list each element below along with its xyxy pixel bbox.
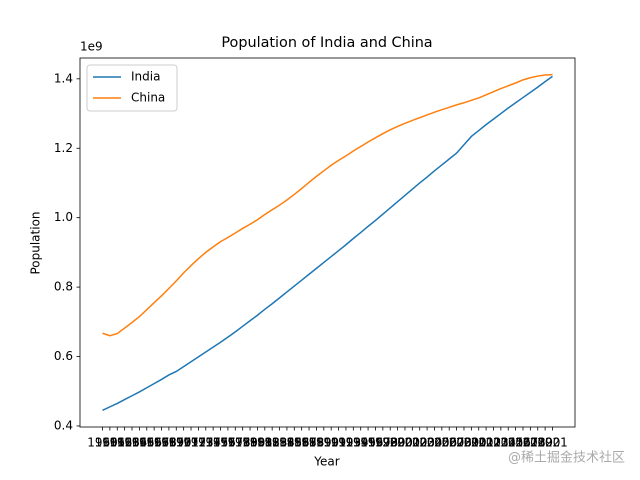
x-tick-label: 1970 — [161, 436, 192, 450]
x-tick-label: 1976 — [205, 436, 236, 450]
x-tick-label: 2015 — [493, 436, 524, 450]
x-tick-label: 2013 — [478, 436, 509, 450]
x-tick-label: 1978 — [220, 436, 251, 450]
x-tick-label: 2020 — [530, 436, 561, 450]
x-tick-label: 1990 — [309, 436, 340, 450]
x-tick-label: 1964 — [117, 436, 148, 450]
x-tick-label: 2014 — [486, 436, 517, 450]
x-tick-label: 1974 — [191, 436, 222, 450]
x-tick-label: 1975 — [198, 436, 229, 450]
x-tick-label: 2016 — [500, 436, 531, 450]
x-tick-label: 1998 — [368, 436, 399, 450]
y-tick-label: 0.4 — [54, 418, 73, 432]
x-tick-label: 1965 — [124, 436, 155, 450]
x-tick-label: 1997 — [360, 436, 391, 450]
x-tick-label: 1973 — [183, 436, 214, 450]
x-tick-label: 2005 — [419, 436, 450, 450]
x-tick-label: 2019 — [522, 436, 553, 450]
legend-label: China — [131, 91, 165, 105]
x-tick-label: 1989 — [301, 436, 332, 450]
x-tick-label: 1984 — [264, 436, 295, 450]
line-series — [102, 75, 553, 412]
x-tick-label: 1999 — [375, 436, 406, 450]
x-tick-label: 1994 — [338, 436, 369, 450]
x-tick-label: 1987 — [286, 436, 317, 450]
x-tick-label: 2004 — [412, 436, 443, 450]
y-tick-label: 1.0 — [54, 210, 73, 224]
x-tick-label: 2002 — [397, 436, 428, 450]
x-tick-label: 2003 — [404, 436, 435, 450]
x-tick-label: 2008 — [441, 436, 472, 450]
x-tick-label: 1972 — [176, 436, 207, 450]
x-tick-label: 1966 — [131, 436, 162, 450]
x-tick-label: 1980 — [235, 436, 266, 450]
x-tick-label: 2021 — [537, 436, 568, 450]
x-tick-label: 1982 — [250, 436, 281, 450]
x-tick-label: 1963 — [109, 436, 140, 450]
x-tick-label: 2000 — [382, 436, 413, 450]
x-tick-label: 1961 — [95, 436, 126, 450]
x-tick-label: 1979 — [227, 436, 258, 450]
x-tick-label: 2012 — [471, 436, 502, 450]
x-tick-label: 1993 — [331, 436, 362, 450]
x-tick-label: 1985 — [272, 436, 303, 450]
x-tick-label: 1977 — [213, 436, 244, 450]
x-tick-label: 1988 — [294, 436, 325, 450]
x-tick-label: 2018 — [515, 436, 546, 450]
line-series — [102, 73, 553, 337]
x-tick-label: 2011 — [463, 436, 494, 450]
chart-title: Population of India and China — [221, 35, 432, 51]
x-tick-label: 1967 — [139, 436, 170, 450]
legend-label: India — [131, 70, 160, 84]
x-tick-label: 1992 — [323, 436, 354, 450]
x-tick-label: 2006 — [427, 436, 458, 450]
watermark: @稀土掘金技术社区 — [508, 450, 625, 466]
y-tick-label: 0.6 — [54, 349, 73, 363]
x-tick-label: 1996 — [353, 436, 384, 450]
x-tick-label: 1995 — [345, 436, 376, 450]
y-tick-label: 0.8 — [54, 280, 73, 294]
x-tick-label: 2010 — [456, 436, 487, 450]
x-tick-label: 1981 — [242, 436, 273, 450]
x-tick-label: 1968 — [146, 436, 177, 450]
y-offset-label: 1e9 — [80, 40, 103, 54]
x-tick-label: 2001 — [390, 436, 421, 450]
x-axis-label: Year — [313, 455, 339, 469]
x-tick-label: 1983 — [257, 436, 288, 450]
x-tick-label: 1991 — [316, 436, 347, 450]
x-tick-label: 1960 — [87, 436, 118, 450]
x-tick-label: 1969 — [154, 436, 185, 450]
y-tick-label: 1.4 — [54, 71, 73, 85]
x-tick-label: 2017 — [508, 436, 539, 450]
x-tick-label: 1971 — [168, 436, 199, 450]
axes-frame — [79, 57, 576, 428]
x-tick-label: 1962 — [102, 436, 133, 450]
y-axis-label: Population — [29, 211, 43, 274]
x-tick-label: 2007 — [434, 436, 465, 450]
y-tick-label: 1.2 — [54, 141, 73, 155]
x-tick-label: 1986 — [279, 436, 310, 450]
x-tick-label: 2009 — [449, 436, 480, 450]
